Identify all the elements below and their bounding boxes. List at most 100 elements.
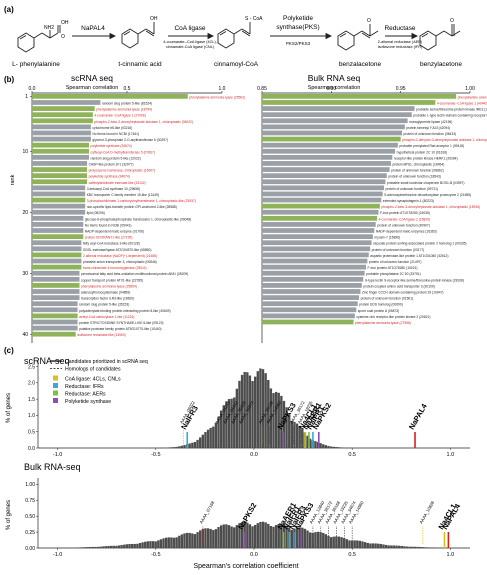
phenylalanine-structure — [17, 25, 61, 53]
bulk-hist-hist-bin — [408, 546, 411, 548]
bulk-bar — [262, 222, 376, 227]
bulk-hist-hist-bin — [350, 540, 354, 548]
scrna-hist-hist-bin — [183, 444, 186, 448]
scrna-hist-hist-bin — [327, 445, 330, 448]
scrna-hist-hist-bin — [254, 376, 257, 448]
bulk-hist-hist-bin — [170, 537, 173, 548]
bulk-hist-hist-bin — [246, 522, 249, 548]
bulk-bar — [262, 295, 360, 300]
scrna-bar — [32, 94, 188, 99]
cinnamic-acid-structure — [121, 22, 155, 49]
bulk-bar — [262, 148, 396, 154]
panel-a: (a) OH O NH2 OH — [4, 5, 462, 68]
scrna-hist-hist-bin — [277, 392, 280, 448]
enzyme-reductase-note-1: 2-alkenal reductase (AER) — [378, 40, 423, 44]
scrna-bar-label: adenosylhomocysteinase (04859) — [81, 291, 130, 295]
scrna-hist-hist-bin — [219, 410, 223, 448]
bulk-bar-label: receptor-like protein kinase HERK1 (2928… — [394, 156, 458, 160]
bulk-hist-hist-bin — [141, 542, 144, 548]
bulk-bar — [262, 106, 415, 111]
bulk-hist-hist-bin — [416, 546, 419, 548]
bulk-hist-hist-bin — [136, 543, 139, 548]
bulk-hist-hist-bin — [295, 527, 299, 548]
scrna-hist-hist-bin — [319, 443, 322, 448]
bulk-hist-hist-bin — [429, 547, 432, 548]
bulk-hist-ytick-label: 0.00 — [25, 546, 35, 552]
scrna-bar — [32, 209, 86, 215]
rank-label: rank — [10, 174, 16, 185]
bulk-hist-hist-bin — [251, 526, 254, 548]
cinnamoyl-scoa-label: S - CoA — [245, 16, 263, 22]
scrna-bar — [32, 130, 91, 136]
bulk-hist-hist-bin — [214, 529, 218, 548]
panel-c: (c) scRNA-seq Bulk RNA-seq % of genes % … — [4, 346, 470, 570]
bulk-hist-hist-bin — [345, 539, 348, 548]
scrna-hist-hist-bin — [337, 447, 341, 448]
bulk-bar — [262, 94, 457, 99]
bulk-bar-label: protein farnesyl YJU3 (42094) — [406, 126, 450, 130]
scrna-hist-xtick-label: -1.0 — [53, 452, 62, 458]
scrna-bar-label: non-specific lipid-transfer protein GPI-… — [87, 205, 177, 209]
bulk-hist-hist-bin — [146, 541, 150, 548]
bulk-bar — [262, 154, 393, 160]
legend-label: Polyketide synthase — [65, 399, 111, 405]
c-top-title: scRNA-seq — [24, 356, 70, 366]
bulk-bar-label: protein EDS homolog (00690) — [359, 303, 403, 307]
bulk-hist-hist-bin — [363, 542, 367, 548]
scrna-bar — [32, 136, 91, 142]
scrna-tick-label: 0.0 — [29, 86, 36, 92]
bulk-bar-label: probable small nucleolar chaperone BOS1-… — [387, 181, 465, 185]
scrna-bar-label: lipid (05206) — [87, 211, 105, 215]
bulk-hist-hist-bin — [390, 545, 393, 548]
bulk-bar — [262, 234, 373, 239]
compound-cinnamoyl-coa: cinnamoyl-CoA — [214, 61, 259, 68]
bulk-hist-homolog-label: AAAA_10828 — [418, 500, 435, 525]
scrna-hist-hist-bin — [298, 426, 301, 448]
scrna-bar-label: polyketide synthase (34674) — [89, 175, 130, 179]
bulk-tick-label: 1.00 — [465, 86, 475, 92]
rank-tick-label: 30 — [22, 271, 28, 277]
scrna-hist-hist-bin — [251, 381, 254, 448]
bulk-hist-hist-bin — [285, 525, 288, 548]
bulk-hist-hist-bin — [78, 547, 81, 548]
scrna-bar — [32, 307, 78, 313]
scrna-bar-label: protein ODORANT1-like (27195) — [85, 236, 133, 240]
bulk-hist-hist-bin — [256, 523, 259, 548]
bulk-hist-hist-bin — [413, 546, 417, 548]
scrna-bar — [32, 148, 89, 154]
rank-tick-label: 20 — [22, 210, 28, 216]
cinnamic-oh-label: OH — [150, 16, 158, 22]
bulk-hist-hist-bin — [272, 526, 275, 548]
bulk-hist-hist-bin — [387, 545, 390, 548]
bulk-hist-ytick-label: 0.25 — [25, 530, 35, 536]
scrna-hist-hist-bin — [335, 446, 338, 448]
cinnamoyl-coa-structure — [217, 22, 251, 49]
bulk-hist-hist-bin — [225, 524, 228, 548]
enzyme-pks-note: PKS2/PKS3 — [286, 41, 311, 46]
scrna-bar-label: glucose-6-phosphate/phosphate translocat… — [85, 217, 191, 221]
bulk-bar-label: S-adenosylmethionine decarboxylase proen… — [384, 193, 471, 197]
scrna-bar — [32, 112, 93, 118]
bulk-bar-label: aspartic proteinase-like protein 1 AT1G0… — [370, 254, 448, 258]
bulk-hist-hist-bin — [99, 546, 102, 548]
scrna-hist-xtick-label: 0.0 — [250, 452, 258, 458]
scrna-bar-label: No items found in NCBI (17461) — [92, 132, 139, 136]
bulk-bar-label: monoglyceride lipase (42196) — [409, 120, 452, 124]
scrna-bar-label: No items found in NCBI (05441) — [85, 223, 132, 227]
scrna-hist-ytick-label: 1.0 — [28, 413, 35, 419]
scrna-bar-label: putative protease family protein AT5G107… — [79, 327, 161, 331]
bulk-bar-label: probable prenylated Rab acceptor 1 (0941… — [399, 144, 464, 148]
bulk-bar — [262, 100, 436, 105]
bulk-hist-hist-bin — [154, 541, 157, 548]
scrna-hist-ytick-label: 0.0 — [28, 446, 35, 452]
bulk-hist-hist-bin — [107, 545, 110, 548]
scrna-hist-xtick-label: 0.5 — [348, 452, 356, 458]
panel-b-label: (b) — [4, 75, 15, 84]
scrna-bar-label: random slug protein 5-like (12022) — [91, 156, 141, 160]
scrna-bar — [32, 179, 88, 185]
bulk-bar — [262, 112, 412, 118]
bulk-hist-hist-bin — [327, 535, 330, 548]
phe-o-label: O — [61, 34, 65, 40]
legend-label: CoA ligase: 4CLs, CNLs — [65, 377, 121, 383]
